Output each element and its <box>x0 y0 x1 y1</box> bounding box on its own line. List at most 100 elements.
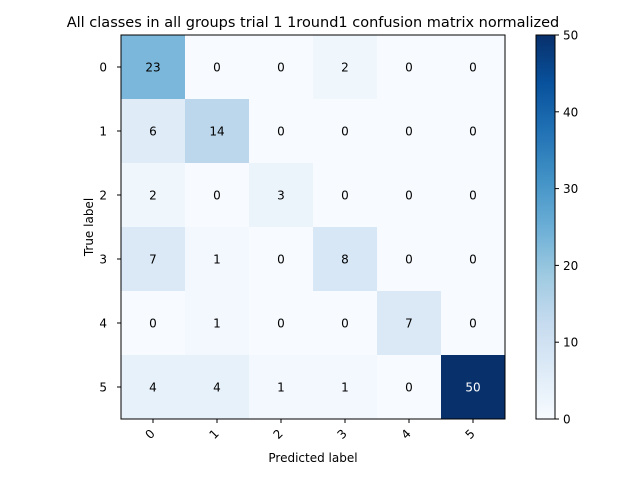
heatmap-cell <box>185 99 250 164</box>
cell-value-label: 0 <box>277 61 285 75</box>
cell-value-label: 0 <box>213 189 221 203</box>
cell-value-label: 0 <box>341 189 349 203</box>
cell-value-label: 0 <box>405 253 413 267</box>
cell-value-label: 1 <box>213 317 221 331</box>
heatmap-cell <box>313 227 378 292</box>
heatmap-cell <box>185 227 250 292</box>
cell-value-label: 8 <box>341 253 349 267</box>
heatmap-cell <box>377 99 442 164</box>
cell-value-label: 0 <box>149 317 157 331</box>
heatmap-cell <box>441 163 506 228</box>
heatmap-cell <box>249 163 314 228</box>
x-tick-label: 1 <box>207 427 222 442</box>
heatmap-cell <box>185 291 250 356</box>
cell-value-label: 7 <box>149 253 157 267</box>
heatmap-cell <box>313 99 378 164</box>
colorbar-tick-label: 50 <box>563 29 578 43</box>
cell-value-label: 14 <box>209 125 224 139</box>
cell-value-label: 0 <box>341 125 349 139</box>
heatmap-cell <box>377 355 442 420</box>
x-axis-label: Predicted label <box>268 451 357 465</box>
cell-value-label: 0 <box>405 381 413 395</box>
heatmap-cell <box>249 99 314 164</box>
y-axis-ticks: 0 1 2 3 4 5 <box>99 61 121 395</box>
heatmap-cell <box>185 35 250 100</box>
cell-value-label: 0 <box>469 61 477 75</box>
heatmap-cell <box>377 35 442 100</box>
heatmap-cell <box>185 163 250 228</box>
heatmap-cell <box>377 227 442 292</box>
cell-value-label: 0 <box>213 61 221 75</box>
cell-value-label: 50 <box>465 381 480 395</box>
y-tick-label: 2 <box>99 189 107 203</box>
heatmap-cell <box>313 35 378 100</box>
y-tick-label: 1 <box>99 125 107 139</box>
cell-value-label: 0 <box>277 253 285 267</box>
colorbar-tick-label: 20 <box>563 259 578 273</box>
heatmap-cell <box>249 227 314 292</box>
cell-value-label: 2 <box>341 61 349 75</box>
heatmap-cells: 23 0 0 2 0 0 6 14 0 0 0 0 2 0 3 0 0 0 7 1 0 8 0 0 0 1 0 0 7 0 4 4 1 1 0 50 <box>121 35 506 420</box>
heatmap-cell <box>441 227 506 292</box>
x-tick-label: 0 <box>143 427 158 442</box>
cell-value-label: 2 <box>149 189 157 203</box>
heatmap-cell <box>249 355 314 420</box>
colorbar-tick-label: 0 <box>563 413 571 427</box>
x-tick-label: 5 <box>463 427 478 442</box>
chart-title: All classes in all groups trial 1 1round… <box>67 15 560 31</box>
y-tick-label: 0 <box>99 61 107 75</box>
cell-value-label: 6 <box>149 125 157 139</box>
heatmap-cell <box>441 291 506 356</box>
cell-value-label: 0 <box>405 189 413 203</box>
heatmap-cell <box>441 355 506 420</box>
heatmap-cell <box>185 355 250 420</box>
x-axis-ticks: 0 1 2 3 4 5 <box>143 419 478 442</box>
heatmap-cell <box>121 99 186 164</box>
heatmap-cell <box>121 227 186 292</box>
x-tick-label: 3 <box>335 427 350 442</box>
cell-value-label: 7 <box>405 317 413 331</box>
heatmap-cell <box>313 163 378 228</box>
y-axis-label: True label <box>82 198 96 257</box>
heatmap-cell <box>441 99 506 164</box>
heatmap-cell <box>249 291 314 356</box>
heatmap-cell <box>377 163 442 228</box>
cell-value-label: 0 <box>469 317 477 331</box>
heatmap-cell <box>377 291 442 356</box>
cell-value-label: 1 <box>213 253 221 267</box>
heatmap-cell <box>249 35 314 100</box>
cell-value-label: 0 <box>405 125 413 139</box>
y-tick-label: 3 <box>99 253 107 267</box>
x-tick-label: 2 <box>271 427 286 442</box>
cell-value-label: 0 <box>277 125 285 139</box>
cell-value-label: 0 <box>341 317 349 331</box>
cell-value-label: 3 <box>277 189 285 203</box>
heatmap-cell <box>121 355 186 420</box>
heatmap-cell <box>441 35 506 100</box>
cell-value-label: 0 <box>277 317 285 331</box>
heatmap-cell <box>121 163 186 228</box>
y-tick-label: 5 <box>99 381 107 395</box>
cell-value-label: 0 <box>405 61 413 75</box>
cell-value-label: 0 <box>469 253 477 267</box>
heatmap-cell <box>313 291 378 356</box>
y-tick-label: 4 <box>99 317 107 331</box>
cell-value-label: 23 <box>145 61 160 75</box>
colorbar-tick-label: 40 <box>563 105 578 119</box>
cell-value-label: 1 <box>277 381 285 395</box>
heatmap-cell <box>121 35 186 100</box>
cell-value-label: 4 <box>213 381 221 395</box>
cell-value-label: 0 <box>469 125 477 139</box>
cell-value-label: 0 <box>469 189 477 203</box>
plot-frame <box>120 34 506 420</box>
heatmap-cell <box>121 291 186 356</box>
heatmap-cell <box>313 355 378 420</box>
colorbar-tick-label: 10 <box>563 336 578 350</box>
colorbar-ticks: 0 10 20 30 40 50 <box>555 29 578 427</box>
colorbar <box>535 34 556 420</box>
cell-value-label: 4 <box>149 381 157 395</box>
colorbar-tick-label: 30 <box>563 182 578 196</box>
cell-value-label: 1 <box>341 381 349 395</box>
x-tick-label: 4 <box>399 427 414 442</box>
